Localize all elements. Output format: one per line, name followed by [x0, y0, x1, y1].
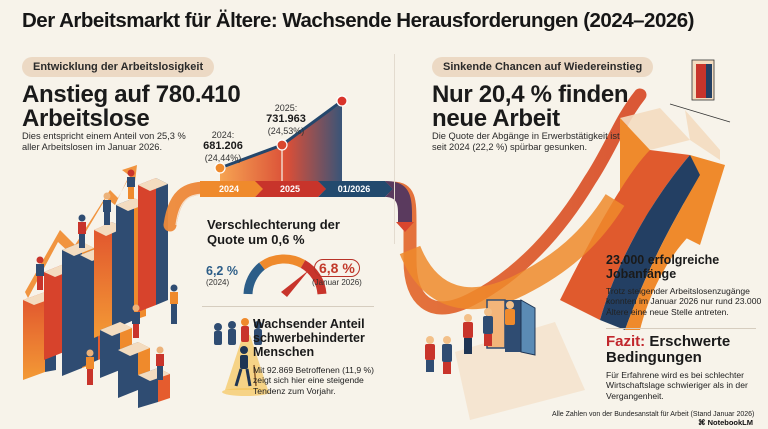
- disability-text-line: Tendenz zum Vorjahr.: [253, 385, 336, 396]
- people-group-icon: [214, 318, 270, 396]
- label-year: 2025:: [274, 103, 298, 113]
- divider: [202, 306, 374, 307]
- jobs-title-line: Jobanfänge: [606, 266, 677, 281]
- gauge-needle: [281, 270, 309, 297]
- subtext-line: Dies entspricht einem Anteil von 25,3 %: [22, 131, 186, 141]
- label-share: (24,44%): [204, 152, 242, 163]
- mini-point-2025: [276, 139, 288, 151]
- brand-name: NotebookLM: [707, 418, 754, 427]
- disability-text: Mit 92.869 Betroffenen (11,9 %) zeigt si…: [253, 365, 393, 396]
- subtext-line: seit 2024 (22,2 %) spürbar gesunken.: [432, 142, 588, 153]
- label-year: 2024:: [211, 130, 235, 140]
- gauge-value-2026: 6,8 %: [314, 259, 360, 277]
- section-pill-reentry: Sinkende Chancen auf Wiedereinstieg: [432, 57, 654, 77]
- conclusion-text: Für Erfahrene wird es bei schlechter Wir…: [606, 370, 766, 401]
- disability-text-line: zeigt sich hier eine steigende: [253, 375, 364, 386]
- page-title: Der Arbeitsmarkt für Ältere: Wachsende H…: [22, 9, 694, 32]
- bar-steps-illustration: [23, 165, 178, 408]
- conclusion-label: Fazit:: [606, 333, 646, 350]
- jobs-title: 23.000 erfolgreiche Jobanfänge: [606, 253, 720, 282]
- chart-label-2024: 2024: 681.206 (24,44%): [194, 130, 252, 163]
- timeline-2024: 2024: [218, 184, 240, 194]
- gauge-title-line: Quote um 0,6 %: [207, 231, 305, 247]
- unemployment-headline: Anstieg auf 780.410 Arbeitslose: [22, 81, 241, 132]
- section-divider: [394, 54, 395, 244]
- disability-title-line: Menschen: [253, 344, 315, 359]
- jobs-text-line: Trotz steigender Arbeitslosenzugänge: [606, 286, 750, 296]
- label-value: 731.963: [266, 113, 306, 126]
- mini-point-2024: [214, 162, 226, 174]
- disability-title-line: schwerbehinderter: [253, 330, 365, 345]
- mini-point-2026: [336, 95, 348, 107]
- gauge-value-2024: 6,2 %: [206, 264, 238, 278]
- label-share: (24,53%): [267, 125, 305, 136]
- gauge-year-2026: (Januar 2026): [312, 278, 362, 287]
- subtext-line: Die Quote der Abgänge in Erwerbstätigkei…: [432, 131, 620, 141]
- timeline-2026: 01/2026: [337, 184, 371, 194]
- jobs-title-line: 23.000 erfolgreiche: [606, 253, 720, 267]
- subtext-line: aller Arbeitslosen im Januar 2026.: [22, 142, 163, 153]
- gauge-end-value: 6,8 % (Januar 2026): [312, 259, 362, 287]
- conclusion-text-line: Vergangenheit.: [606, 390, 664, 401]
- gauge-title-line: Verschlechterung der: [207, 217, 340, 232]
- jobs-text-line: konnten im Januar 2026 nur rund 23.000: [606, 296, 762, 307]
- headline-line: neue Arbeit: [432, 105, 560, 132]
- chart-label-2025: 2025: 731.963 (24,53%): [258, 103, 314, 136]
- gauge: [243, 254, 327, 297]
- jobs-text-line: Ältere eine neue Stelle antreten.: [606, 306, 729, 317]
- reentry-subtext: Die Quote der Abgänge in Erwerbstätigkei…: [432, 131, 622, 153]
- gauge-year-2024: (2024): [206, 278, 230, 287]
- disability-title-line: Wachsender Anteil: [253, 317, 365, 331]
- conclusion-title-rest: Erschwerte: [649, 333, 731, 350]
- conclusion-title: Fazit: Erschwerte Bedingungen: [606, 334, 730, 366]
- headline-line: Nur 20,4 % finden: [432, 81, 629, 108]
- brand-watermark: ⌘ NotebookLM: [698, 418, 753, 427]
- divider: [606, 328, 756, 329]
- mini-area-chart: [214, 95, 348, 182]
- jobs-text: Trotz steigender Arbeitslosenzugänge kon…: [606, 286, 766, 317]
- conclusion-text-line: Für Erfahrene wird es bei schlechter: [606, 370, 745, 380]
- gauge-title: Verschlechterung der Quote um 0,6 %: [207, 217, 340, 248]
- reentry-headline: Nur 20,4 % finden neue Arbeit: [432, 81, 629, 132]
- conclusion-text-line: Wirtschaftslage schwieriger als in der: [606, 380, 748, 391]
- timeline-band: [200, 181, 414, 232]
- label-value: 681.206: [203, 140, 243, 153]
- section-pill-unemployment: Entwicklung der Arbeitslosigkeit: [22, 57, 215, 77]
- headline-line: Arbeitslose: [22, 105, 150, 132]
- source-note: Alle Zahlen von der Bundesanstalt für Ar…: [552, 411, 755, 418]
- conclusion-title-line: Bedingungen: [606, 348, 702, 366]
- unemployment-subtext: Dies entspricht einem Anteil von 25,3 % …: [22, 131, 192, 153]
- headline-line: Anstieg auf 780.410: [22, 81, 241, 108]
- disability-text-line: Mit 92.869 Betroffenen (11,9 %): [253, 365, 375, 375]
- queue-people: [425, 301, 515, 374]
- gauge-start-value: 6,2 % (2024): [206, 264, 238, 287]
- notebook-icon: ⌘: [698, 418, 708, 427]
- bridge-door-illustration: [560, 59, 731, 330]
- timeline-2025: 2025: [279, 184, 301, 194]
- disability-title: Wachsender Anteil schwerbehinderter Mens…: [253, 317, 365, 359]
